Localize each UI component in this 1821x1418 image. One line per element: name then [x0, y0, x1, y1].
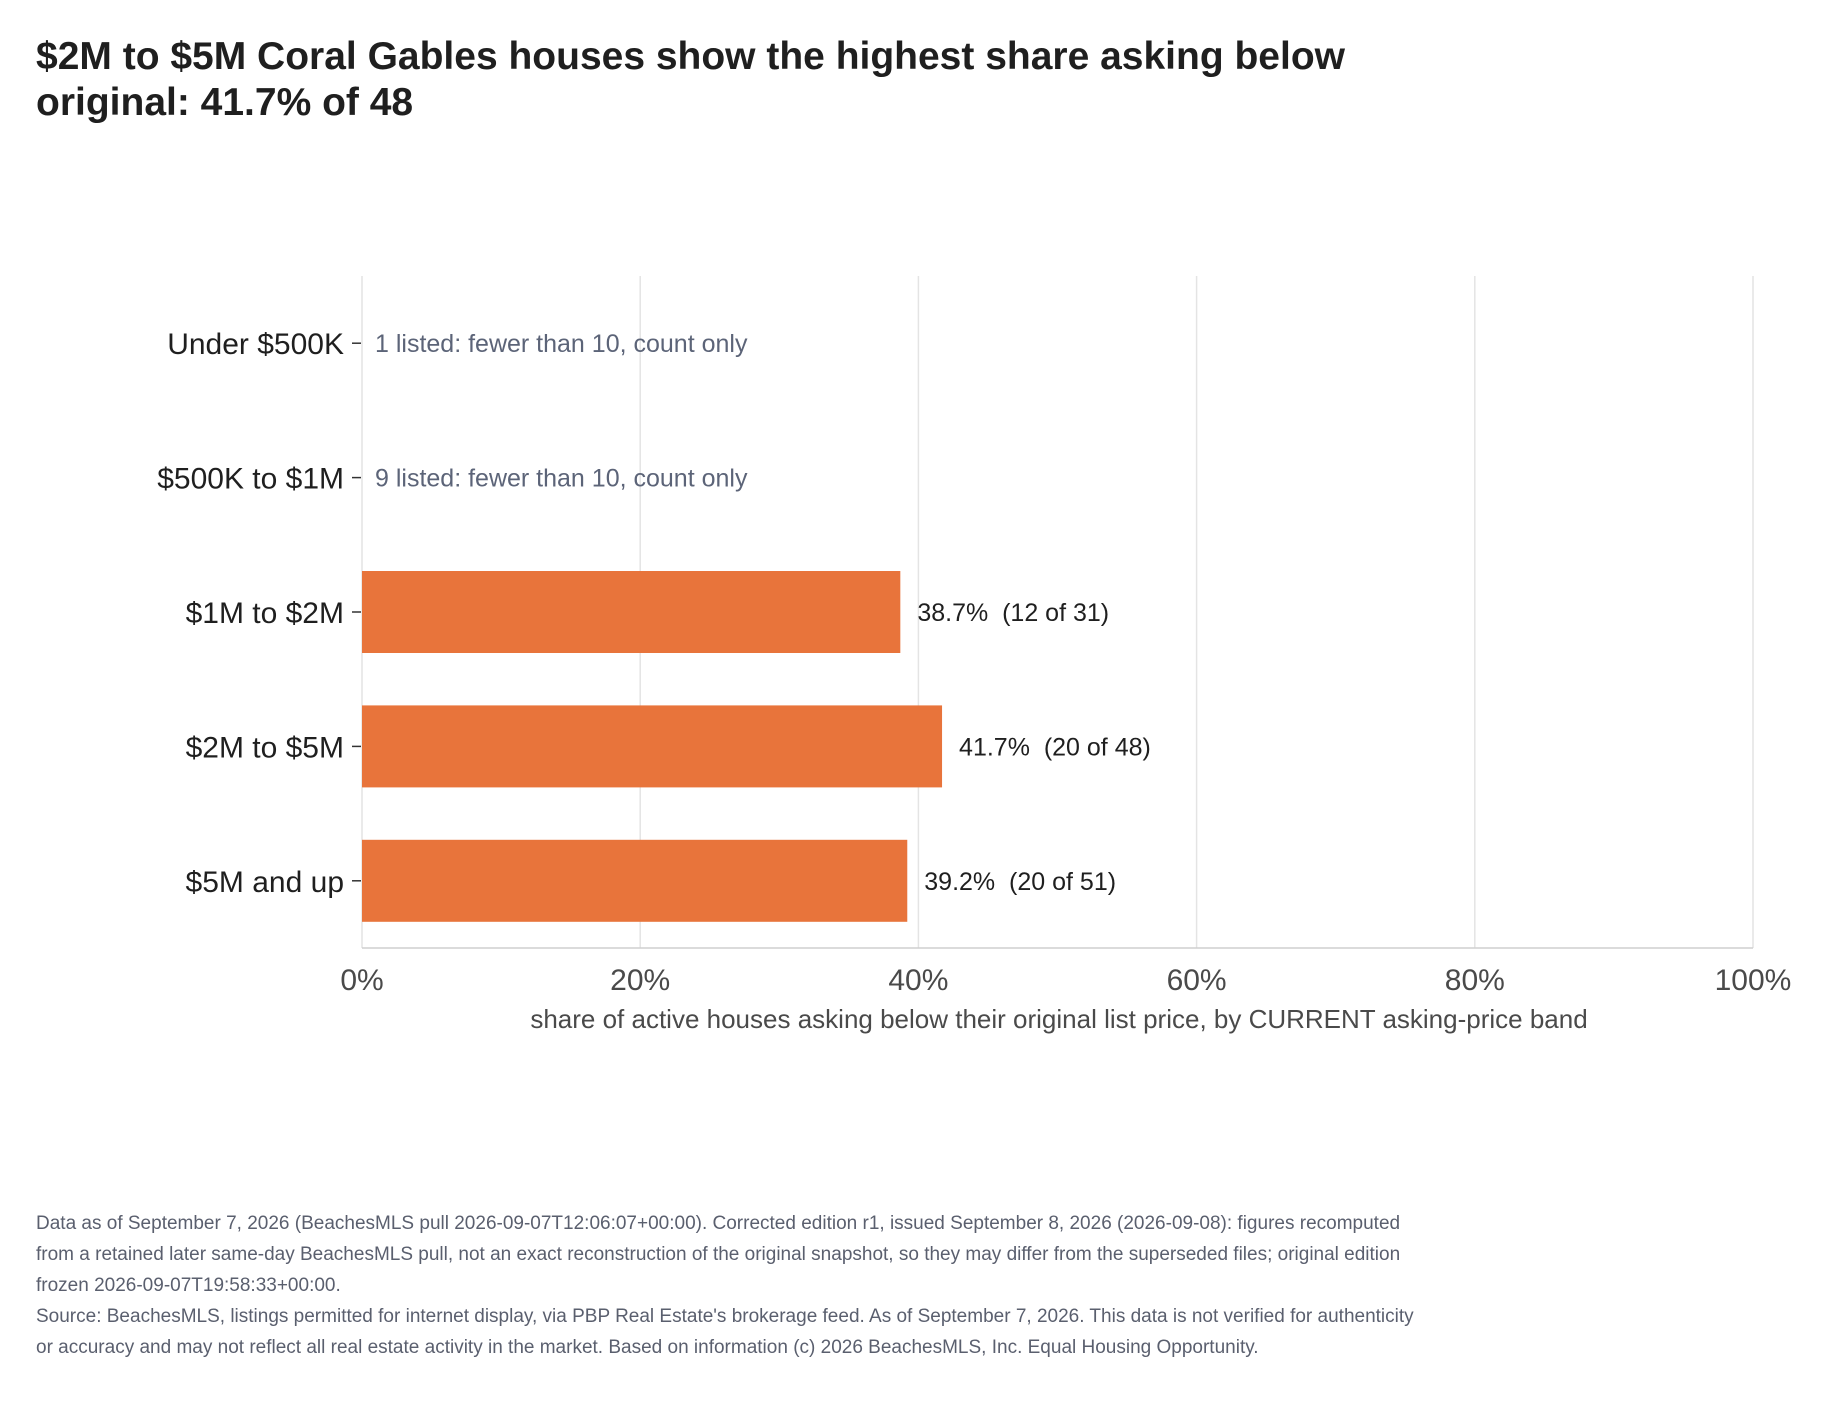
bar [362, 839, 908, 922]
bar-chart: 0% 20% 40% 60% 80% 100% Under $500K 1 listed: f… [157, 276, 1791, 1034]
category-label: $500K to $1M [157, 463, 344, 496]
x-tick-label: 20% [610, 964, 670, 997]
category-label: Under $500K [167, 328, 344, 361]
bar [362, 571, 901, 653]
category-label: $2M to $5M [186, 731, 344, 764]
data-note: Data as of September 7, 2026 (BeachesMLS… [36, 1213, 1401, 1296]
x-tick-label: 0% [340, 964, 383, 997]
count-only-note: 9 listed: fewer than 10, count only [375, 465, 748, 493]
chart-title: $2M to $5M Coral Gables houses show the … [36, 35, 1345, 124]
x-axis-label: share of active houses asking below thei… [530, 1004, 1587, 1034]
data-label: 39.2% (20 of 51) [924, 868, 1116, 896]
category-label: $5M and up [186, 866, 344, 899]
data-label: 41.7% (20 of 48) [959, 733, 1151, 761]
bars [362, 571, 943, 922]
data-label: 38.7% (12 of 31) [917, 599, 1109, 627]
x-tick-label: 60% [1167, 964, 1227, 997]
source-note: Source: BeachesMLS, listings permitted f… [36, 1306, 1414, 1358]
bar [362, 705, 943, 788]
category-label: $1M to $2M [186, 597, 344, 630]
x-tick-label: 80% [1445, 964, 1505, 997]
x-tick-label: 100% [1715, 964, 1792, 997]
x-tick-label: 40% [888, 964, 948, 997]
labels: 0% 20% 40% 60% 80% 100% Under $500K 1 listed: f… [157, 328, 1791, 997]
axes [352, 342, 1753, 949]
footnote: Data as of September 7, 2026 (BeachesMLS… [36, 1208, 1416, 1363]
count-only-note: 1 listed: fewer than 10, count only [375, 330, 748, 358]
